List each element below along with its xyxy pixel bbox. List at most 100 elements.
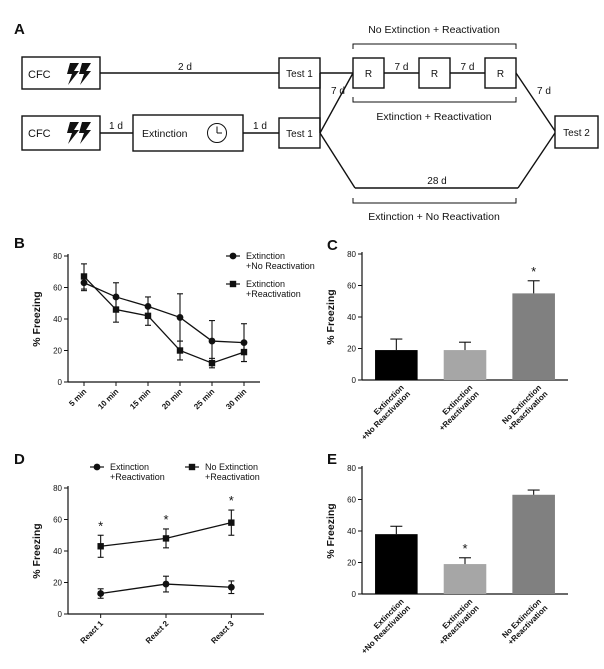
reactivation-label-3: R [497,69,504,80]
chart-b-series-0-point-3 [176,314,184,321]
chart-b-legend-label-0: Extinction +No Reactivation [246,251,315,271]
test2-box [554,115,599,149]
chart-b-freezing-over-time: 0 20 40 60 80 % Freezing 5 min 10 min 15 min 20 m… [31,251,315,411]
chart-c-bar-0 [375,350,418,380]
shock-icon-top [67,63,91,85]
group-label-ext-no-react: Extinction + No Reactivation [368,211,500,223]
chart-b-xtick-label-0: 5 min [67,387,88,408]
chart-c-ytick-label-0: 0 [352,376,357,385]
reactivation-label-1: R [365,69,372,80]
chart-b-ytick-label-0: 0 [58,378,63,387]
label-2d: 2 d [178,62,192,73]
chart-e-bar-0 [375,534,418,594]
chart-b-ytick-label-1: 20 [53,347,62,356]
chart-c-ytick-label-3: 60 [347,282,356,291]
label-7d-b: 7 d [395,62,409,73]
chart-e-xtick-label-1: Extinction+Reactivation [431,597,481,647]
chart-b-series-1-point-4 [208,359,216,367]
chart-b-xtick-label-1: 10 min [96,387,120,411]
cfc-label-top: CFC [28,69,51,81]
chart-d-ytick-label-0: 0 [58,610,63,619]
chart-d-significance-1: * [163,512,168,527]
chart-b-ytick-label-2: 40 [53,315,62,324]
chart-d-xtick-label-1: React 2 [144,619,171,646]
bracket-ext-react [352,97,517,103]
label-1d-b: 1 d [253,121,267,132]
chart-b-xtick-label-3: 20 min [160,387,184,411]
chart-d-legend-marker-1 [188,463,196,471]
chart-c-significance-2: * [531,264,536,279]
chart-d-series-1-point-0 [97,543,104,550]
group-label-ext-react: Extinction + Reactivation [376,111,491,123]
chart-b-series-0-line [83,282,245,344]
extinction-label: Extinction [142,128,188,140]
cfc-label-bottom: CFC [28,128,51,140]
panel-label-e: E [327,451,337,468]
chart-e-xtick-label-0: Extinction+No Reactivation [353,597,412,656]
chart-d-xtick-label-2: React 3 [209,619,236,646]
chart-d-series-0-point-2 [227,583,235,591]
chart-d-ytick-label-3: 60 [53,516,62,525]
chart-c-bar-2 [512,293,555,380]
chart-b-series-1-point-2 [144,312,152,320]
reactivation-label-2: R [431,69,438,80]
chart-e-significance-1: * [462,541,467,556]
chart-d-reactivation-freezing: 0 20 40 60 80 % Freezing React 1 React 2 React 3… [31,462,264,646]
label-7d-c: 7 d [461,62,475,73]
bracket-no-ext-react [352,43,517,49]
chart-e-ytick-label-1: 20 [347,559,356,568]
chart-b-legend-marker-0 [229,252,237,260]
chart-b-series-1-line [83,276,245,364]
chart-b-xtick-label-2: 15 min [128,387,152,411]
chart-e-ytick-label-0: 0 [352,590,357,599]
label-28d: 28 d [427,176,446,187]
chart-b-legend-label-1: Extinction +Reactivation [246,279,301,299]
line-28d-up [517,132,556,189]
chart-e-ytick-label-3: 60 [347,496,356,505]
chart-d-legend-label-1: No Extinction +Reactivation [205,462,260,482]
chart-b-ytick-label-3: 60 [53,284,62,293]
chart-d-legend-label-0: Extinction +Reactivation [110,462,165,482]
chart-c-xtick-label-1: Extinction+Reactivation [431,383,481,433]
clock-icon [207,123,227,143]
chart-e-ytick-label-4: 80 [347,464,356,473]
chart-c-test2-freezing: 0 20 40 60 80 % Freezing Extinction+No Reactiv… [325,250,568,442]
chart-b-legend-marker-1 [229,280,237,288]
chart-c-ytick-label-1: 20 [347,345,356,354]
chart-d-ytick-label-2: 40 [53,547,62,556]
chart-d-significance-2: * [229,493,234,508]
group-label-no-ext-react: No Extinction + Reactivation [368,24,500,36]
chart-b-series-1-point-5 [240,348,248,356]
chart-d-ytick-label-1: 20 [53,579,62,588]
chart-c-xtick-label-2: No Extinction+Reactivation [500,383,550,433]
panel-a-diagram: A CFC 2 d Test 1 CFC 1 d Extinction 1 d [14,21,599,223]
test1-label-bottom: Test 1 [286,129,313,140]
chart-b-series-1-point-3 [176,347,184,354]
chart-e-ytick-label-2: 40 [347,527,356,536]
chart-c-bar-1 [443,350,487,380]
chart-c-y-axis-label: % Freezing [325,289,337,344]
shock-icon-bottom [67,122,91,144]
chart-c-ytick-label-4: 80 [347,250,356,259]
label-7d-d: 7 d [537,86,551,97]
chart-d-ytick-label-4: 80 [53,484,62,493]
chart-e-bar-2 [512,494,555,594]
bracket-ext-no-react [352,198,517,204]
chart-d-series-1-point-2 [228,519,235,526]
panel-label-b: B [14,235,25,252]
chart-b-series-1-point-0 [80,273,88,280]
chart-d-significance-0: * [98,518,103,533]
chart-b-ytick-label-4: 80 [53,252,62,261]
chart-e-test2-freezing: 0 20 40 60 80 % Freezing Extinction+No Reactiv… [325,464,568,656]
test1-label-top: Test 1 [286,69,313,80]
chart-b-xtick-label-4: 25 min [192,387,216,411]
panel-label-a: A [14,21,25,38]
panel-label-d: D [14,451,25,468]
chart-d-legend-marker-0 [93,463,101,471]
line-28d-down [319,132,356,189]
chart-b-series-0-point-4 [208,337,216,345]
chart-e-bar-1 [443,564,487,594]
chart-d-series-0-point-1 [162,580,170,588]
chart-d-series-1-point-1 [162,535,170,542]
